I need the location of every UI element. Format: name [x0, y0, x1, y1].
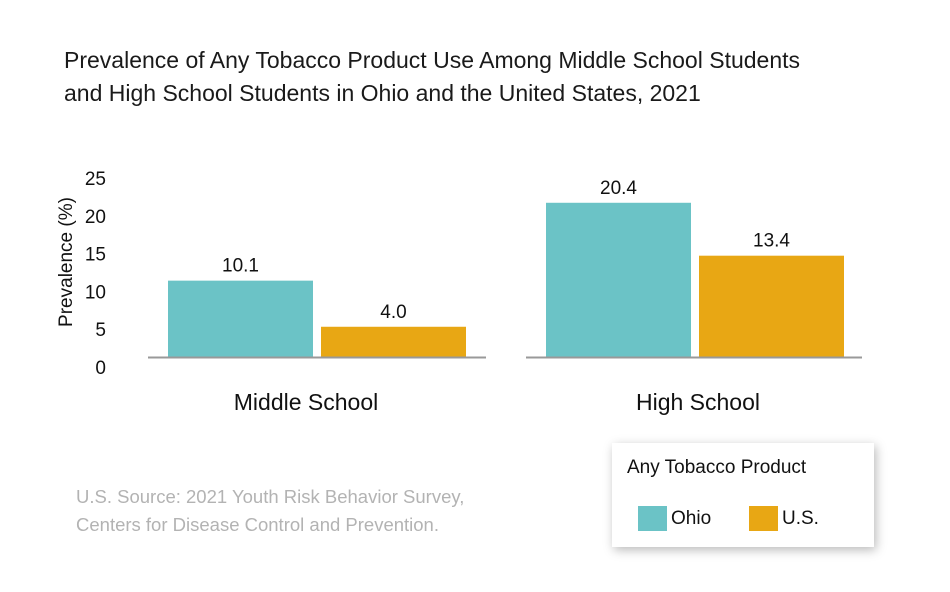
legend-title: Any Tobacco Product	[627, 457, 807, 478]
bar-us-0	[321, 326, 466, 357]
legend-label-us: U.S.	[782, 507, 819, 529]
chart-title: Prevalence of Any Tobacco Product Use Am…	[64, 44, 904, 110]
data-label-ohio-0: 10.1	[222, 256, 259, 277]
chart-title-line-2: and High School Students in Ohio and the…	[64, 80, 701, 106]
chart-title-line-1: Prevalence of Any Tobacco Product Use Am…	[64, 47, 801, 73]
data-label-us-1: 13.4	[753, 231, 790, 252]
legend-label-ohio: Ohio	[671, 507, 712, 529]
data-label-us-0: 4.0	[380, 302, 406, 323]
bar-ohio-0	[168, 280, 313, 357]
legend-item-us: U.S.	[749, 506, 819, 531]
y-tick-label-0: 0	[95, 358, 106, 379]
y-tick-label-10: 10	[85, 282, 106, 303]
x-axis-category-labels: Middle School High School	[234, 389, 760, 415]
bar-chart: 0 5 10 15 20 25 Prevalence (%) 10.1 4.0 20.4 13.…	[56, 169, 862, 415]
y-tick-label-15: 15	[85, 245, 106, 266]
x-category-label-1: High School	[636, 389, 760, 415]
legend-item-ohio: Ohio	[638, 506, 711, 531]
bar-us-1	[699, 255, 844, 357]
data-label-ohio-1: 20.4	[600, 178, 637, 199]
y-tick-label-25: 25	[85, 169, 106, 190]
y-tick-label-20: 20	[85, 207, 106, 228]
source-note: U.S. Source: 2021 Youth Risk Behavior Su…	[76, 483, 464, 539]
y-axis-label: Prevalence (%)	[56, 197, 77, 327]
bar-ohio-1	[546, 202, 691, 357]
legend-swatch-ohio	[638, 506, 667, 531]
y-axis-ticks: 0 5 10 15 20 25	[85, 169, 106, 379]
source-line-1: U.S. Source: 2021 Youth Risk Behavior Su…	[76, 486, 465, 507]
legend: Any Tobacco Product Ohio U.S.	[612, 443, 874, 547]
y-tick-label-5: 5	[95, 320, 106, 341]
x-category-label-0: Middle School	[234, 389, 378, 415]
source-line-2: Centers for Disease Control and Preventi…	[76, 514, 439, 535]
bars: 10.1 4.0 20.4 13.4	[168, 178, 844, 357]
legend-swatch-us	[749, 506, 778, 531]
